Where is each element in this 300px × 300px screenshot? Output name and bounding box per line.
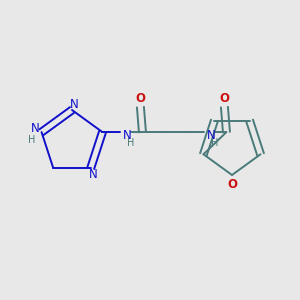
Text: N: N — [31, 122, 40, 135]
Text: N: N — [88, 168, 97, 182]
Text: H: H — [28, 135, 35, 145]
Text: O: O — [135, 92, 146, 105]
Text: H: H — [127, 138, 134, 148]
Text: O: O — [227, 178, 237, 190]
Text: N: N — [70, 98, 78, 110]
Text: O: O — [219, 92, 230, 105]
Text: N: N — [123, 129, 132, 142]
Text: N: N — [207, 129, 216, 142]
Text: H: H — [211, 138, 218, 148]
